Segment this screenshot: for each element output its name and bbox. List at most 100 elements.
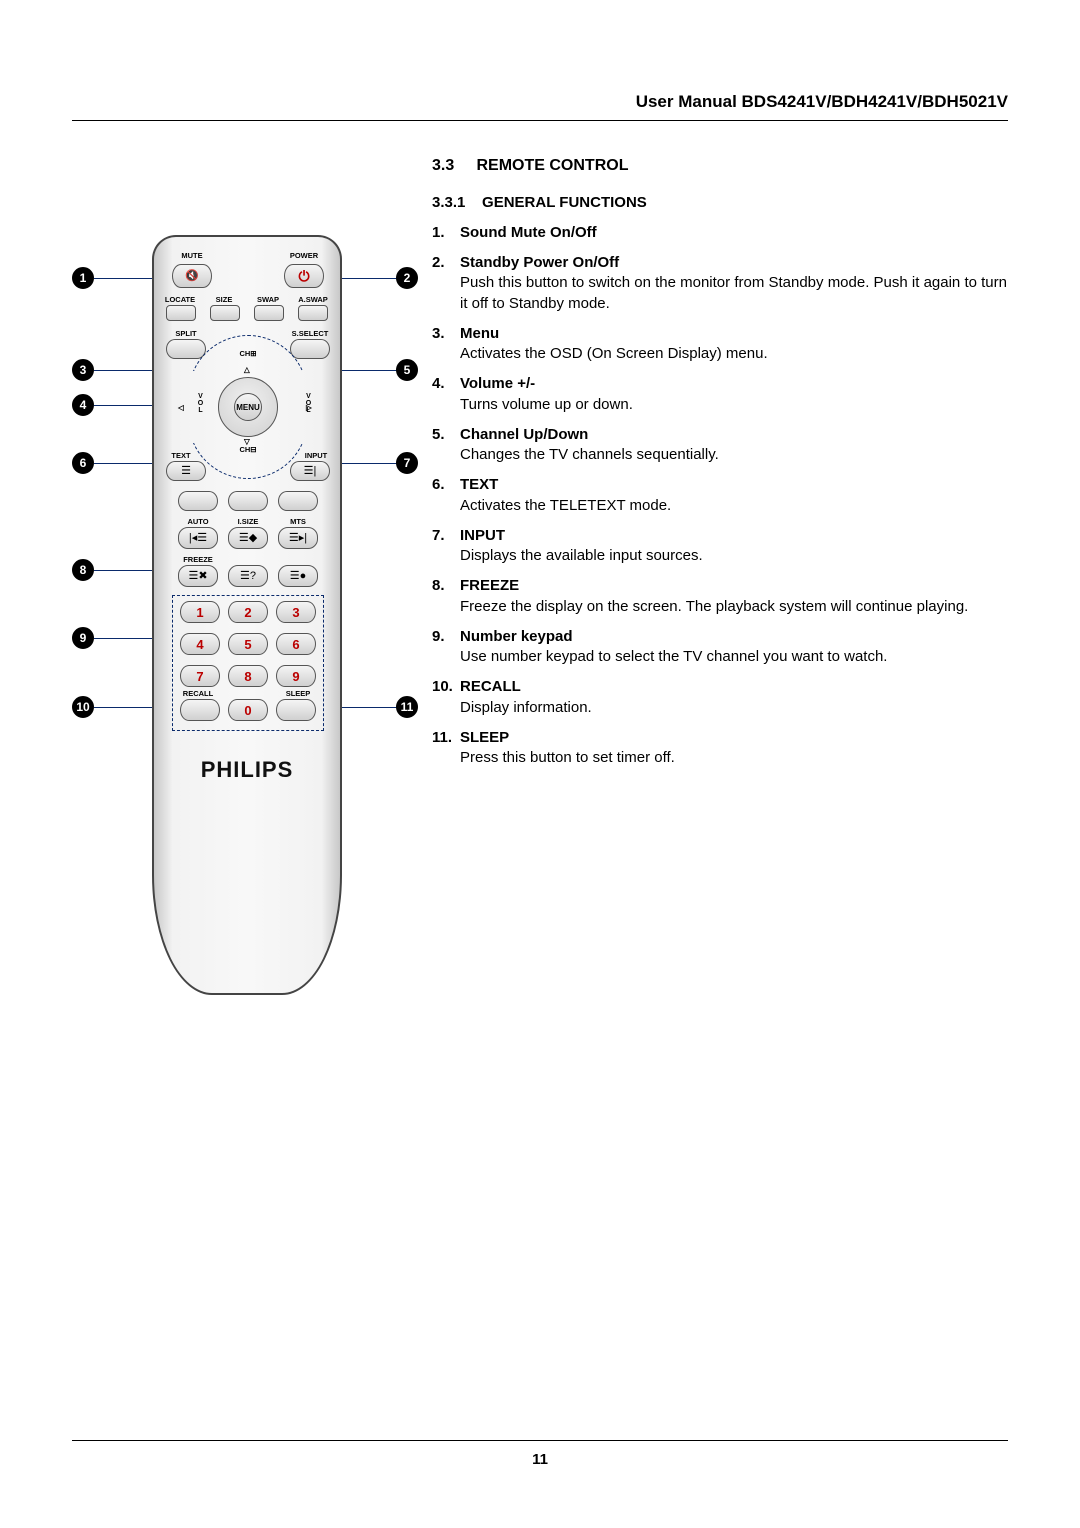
- freeze-button-a[interactable]: ☰✖: [178, 565, 218, 587]
- size-button[interactable]: [210, 305, 240, 321]
- power-icon: ⏻: [298, 268, 309, 285]
- section-num: 3.3: [432, 157, 454, 174]
- function-title: INPUT: [460, 526, 1008, 546]
- page-number: 11: [532, 1451, 548, 1468]
- label-recall: RECALL: [176, 689, 220, 698]
- function-number: 4.: [432, 374, 460, 415]
- function-desc: Turns volume up or down.: [460, 395, 1008, 415]
- remote-diagram: 1 3 4 6 8 9 10 2 5 7 11 MUTE POWER 🔇 ⏻: [72, 235, 412, 995]
- function-number: 8.: [432, 576, 460, 617]
- callout-2: 2: [396, 267, 418, 289]
- label-chplus: CH⊞: [230, 349, 266, 358]
- brand-logo: PHILIPS: [154, 757, 340, 783]
- function-title: SLEEP: [460, 728, 1008, 748]
- freeze-button-c[interactable]: ☰●: [278, 565, 318, 587]
- function-item: 1.Sound Mute On/Off: [432, 223, 1008, 243]
- function-item: 11.SLEEPPress this button to set timer o…: [432, 728, 1008, 769]
- function-title: Volume +/-: [460, 374, 1008, 394]
- function-title: Sound Mute On/Off: [460, 223, 1008, 243]
- function-item: 4.Volume +/- Turns volume up or down.: [432, 374, 1008, 415]
- label-aswap: A.SWAP: [294, 295, 332, 304]
- digit-6[interactable]: 6: [276, 633, 316, 655]
- function-body: Number keypadUse number keypad to select…: [460, 627, 1008, 668]
- nav-up-icon: △: [244, 365, 250, 374]
- sselect-button[interactable]: [290, 339, 330, 359]
- digit-8[interactable]: 8: [228, 665, 268, 687]
- digit-2[interactable]: 2: [228, 601, 268, 623]
- subsection-title: 3.3.1 GENERAL FUNCTIONS: [432, 193, 1008, 213]
- text-button[interactable]: ☰: [166, 461, 206, 481]
- nav-right-icon: ▷: [306, 403, 312, 412]
- isize-button[interactable]: ☰◆: [228, 527, 268, 549]
- digit-1[interactable]: 1: [180, 601, 220, 623]
- function-body: SLEEPPress this button to set timer off.: [460, 728, 1008, 769]
- function-desc: Displays the available input sources.: [460, 546, 1008, 566]
- power-button[interactable]: ⏻: [284, 264, 324, 288]
- digit-4[interactable]: 4: [180, 633, 220, 655]
- menu-button[interactable]: MENU: [234, 393, 262, 421]
- function-item: 2.Standby Power On/OffPush this button t…: [432, 253, 1008, 314]
- function-item: 8.FREEZEFreeze the display on the screen…: [432, 576, 1008, 617]
- remote-diagram-column: 1 3 4 6 8 9 10 2 5 7 11 MUTE POWER 🔇 ⏻: [72, 155, 412, 995]
- swap-button[interactable]: [254, 305, 284, 321]
- label-size: SIZE: [208, 295, 240, 304]
- nav-left-icon: ◁: [178, 403, 184, 412]
- function-body: Standby Power On/OffPush this button to …: [460, 253, 1008, 314]
- function-number: 9.: [432, 627, 460, 668]
- page-footer: 11: [72, 1440, 1008, 1468]
- callout-11: 11: [396, 696, 418, 718]
- function-number: 11.: [432, 728, 460, 769]
- function-body: RECALLDisplay information.: [460, 677, 1008, 718]
- function-title: Channel Up/Down: [460, 425, 1008, 445]
- label-mts: MTS: [278, 517, 318, 526]
- function-number: 5.: [432, 425, 460, 466]
- function-item: 7.INPUTDisplays the available input sour…: [432, 526, 1008, 567]
- callout-10: 10: [72, 696, 94, 718]
- locate-button[interactable]: [166, 305, 196, 321]
- digit-7[interactable]: 7: [180, 665, 220, 687]
- functions-list: 1.Sound Mute On/Off2.Standby Power On/Of…: [432, 223, 1008, 769]
- digit-5[interactable]: 5: [228, 633, 268, 655]
- function-title: Menu: [460, 324, 1008, 344]
- split-button[interactable]: [166, 339, 206, 359]
- function-desc: Push this button to switch on the monito…: [460, 273, 1008, 314]
- blank-button-c[interactable]: [278, 491, 318, 511]
- blank-button-b[interactable]: [228, 491, 268, 511]
- input-button[interactable]: ☰|: [290, 461, 330, 481]
- function-item: 3.MenuActivates the OSD (On Screen Displ…: [432, 324, 1008, 365]
- function-body: Volume +/- Turns volume up or down.: [460, 374, 1008, 415]
- callout-5: 5: [396, 359, 418, 381]
- callout-8: 8: [72, 559, 94, 581]
- function-number: 2.: [432, 253, 460, 314]
- mts-button[interactable]: ☰▸|: [278, 527, 318, 549]
- label-swap: SWAP: [252, 295, 284, 304]
- callout-7: 7: [396, 452, 418, 474]
- function-item: 10.RECALLDisplay information.: [432, 677, 1008, 718]
- recall-button[interactable]: [180, 699, 220, 721]
- callout-1: 1: [72, 267, 94, 289]
- label-chminus: CH⊟: [230, 445, 266, 454]
- label-freeze: FREEZE: [178, 555, 218, 564]
- function-body: Sound Mute On/Off: [460, 223, 1008, 243]
- sleep-button[interactable]: [276, 699, 316, 721]
- aswap-button[interactable]: [298, 305, 328, 321]
- subsection-name: GENERAL FUNCTIONS: [482, 194, 647, 211]
- subsection-num: 3.3.1: [432, 194, 465, 211]
- page-header: User Manual BDS4241V/BDH4241V/BDH5021V: [72, 92, 1008, 121]
- function-desc: Display information.: [460, 698, 1008, 718]
- function-body: MenuActivates the OSD (On Screen Display…: [460, 324, 1008, 365]
- digit-3[interactable]: 3: [276, 601, 316, 623]
- digit-0[interactable]: 0: [228, 699, 268, 721]
- blank-button-a[interactable]: [178, 491, 218, 511]
- auto-button[interactable]: |◂☰: [178, 527, 218, 549]
- function-desc: Changes the TV channels sequentially.: [460, 445, 1008, 465]
- function-title: TEXT: [460, 475, 1008, 495]
- section-name: REMOTE CONTROL: [476, 157, 628, 174]
- function-number: 7.: [432, 526, 460, 567]
- digit-9[interactable]: 9: [276, 665, 316, 687]
- text-column: 3.3 REMOTE CONTROL 3.3.1 GENERAL FUNCTIO…: [432, 155, 1008, 995]
- function-number: 1.: [432, 223, 460, 243]
- freeze-button-b[interactable]: ☰?: [228, 565, 268, 587]
- mute-button[interactable]: 🔇: [172, 264, 212, 288]
- callout-4: 4: [72, 394, 94, 416]
